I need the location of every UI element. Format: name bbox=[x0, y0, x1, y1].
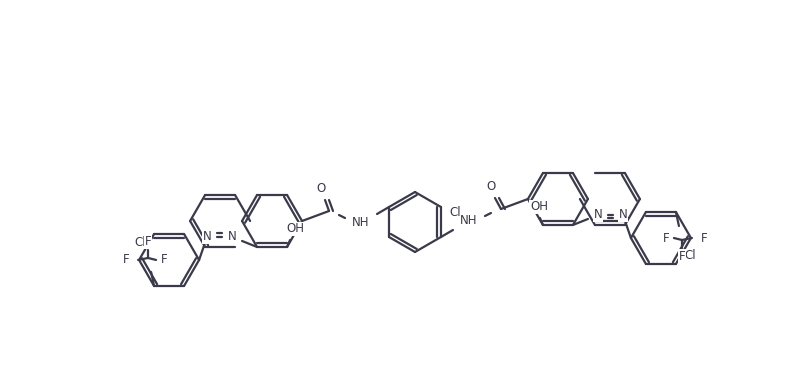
Text: N: N bbox=[203, 230, 211, 244]
Text: O: O bbox=[487, 181, 496, 193]
Text: F: F bbox=[663, 232, 669, 244]
Text: NH: NH bbox=[461, 215, 478, 227]
Text: F: F bbox=[678, 249, 685, 262]
Text: F: F bbox=[700, 232, 707, 244]
Text: Cl: Cl bbox=[684, 249, 696, 262]
Text: F: F bbox=[161, 254, 167, 266]
Text: N: N bbox=[619, 208, 627, 222]
Text: O: O bbox=[317, 183, 325, 195]
Text: Cl: Cl bbox=[449, 207, 461, 220]
Text: N: N bbox=[593, 208, 602, 222]
Text: OH: OH bbox=[530, 200, 548, 213]
Text: F: F bbox=[145, 235, 152, 249]
Text: OH: OH bbox=[286, 222, 304, 235]
Text: F: F bbox=[123, 254, 130, 266]
Text: NH: NH bbox=[352, 217, 369, 230]
Text: Cl: Cl bbox=[134, 235, 146, 249]
Text: N: N bbox=[228, 230, 237, 244]
